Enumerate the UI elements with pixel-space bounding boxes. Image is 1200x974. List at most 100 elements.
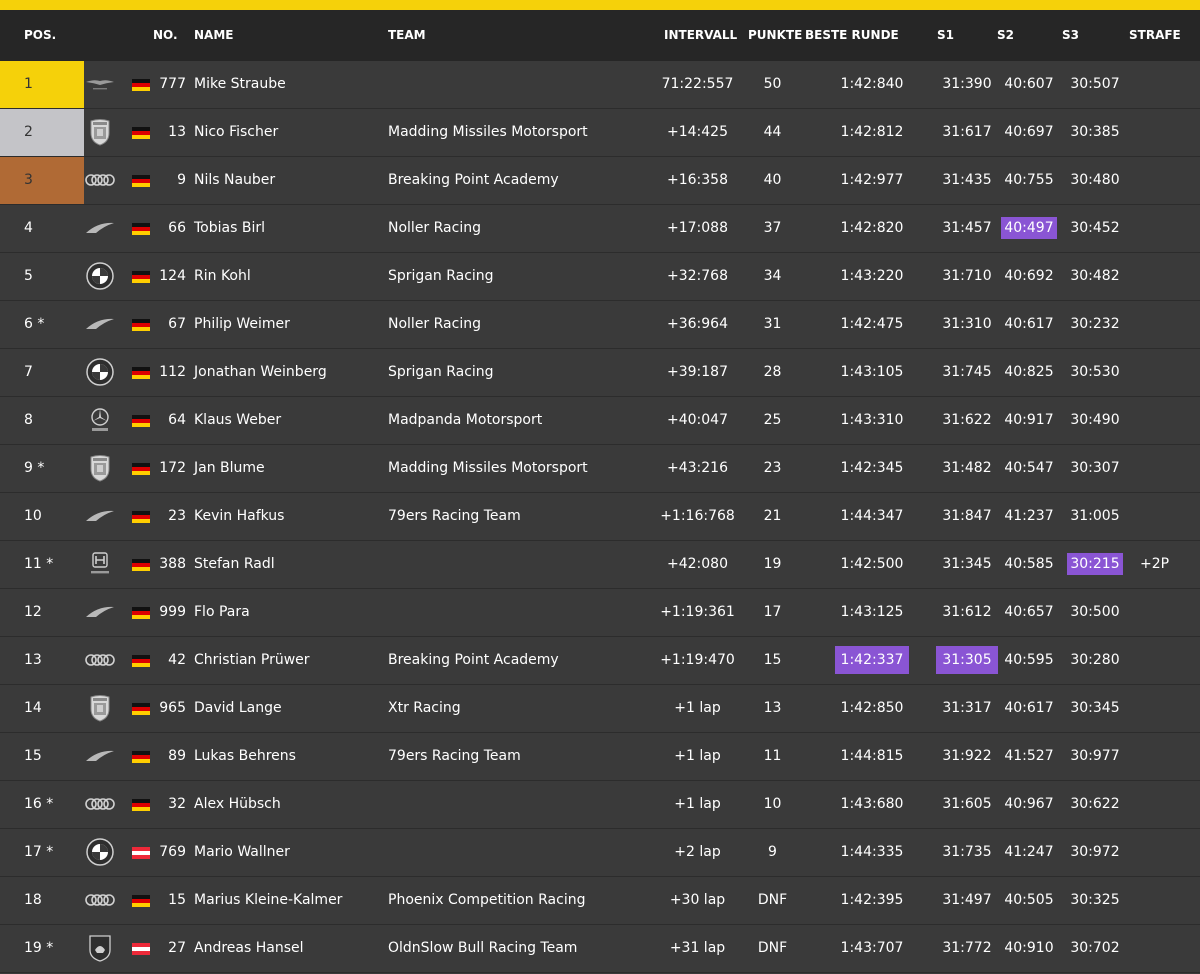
sector2-value: 40:910 [1004, 940, 1054, 956]
table-row[interactable]: 9 * 172 Jan Blume Madding Missiles Motorspo… [0, 445, 1200, 493]
car-number: 27 [168, 940, 186, 956]
header-interval[interactable]: INTERVALL [664, 28, 738, 42]
table-row[interactable]: 14 965 David Lange Xtr Racing +1 lap 13 1:42:8… [0, 685, 1200, 733]
table-row[interactable]: 8 64 Klaus Weber Madpanda Motorsport +40:047… [0, 397, 1200, 445]
best-lap-value: 1:42:337 [832, 637, 912, 684]
header-team[interactable]: TEAM [388, 28, 426, 42]
flag-de-icon [132, 559, 150, 571]
interval-value: +2 lap [674, 844, 721, 860]
sector3-value: 30:490 [1070, 412, 1120, 428]
sector2-value: 40:617 [1004, 316, 1054, 332]
table-row[interactable]: 13 42 Christian Prüwer Breaking Point Acade… [0, 637, 1200, 685]
best-lap-value: 1:43:310 [840, 412, 904, 428]
lamborghini-logo-icon [84, 925, 116, 972]
table-row[interactable]: 4 66 Tobias Birl Noller Racing +17:088 37 1:42… [0, 205, 1200, 253]
interval-value: 71:22:557 [661, 76, 734, 92]
table-row[interactable]: 11 * 388 Stefan Radl +42:080 19 1:42:500 31:34… [0, 541, 1200, 589]
table-row[interactable]: 2 13 Nico Fischer Madding Missiles Motorspo… [0, 109, 1200, 157]
sector2-value: 40:505 [1004, 892, 1054, 908]
car-number: 388 [159, 556, 186, 572]
interval-value: +1 lap [674, 748, 721, 764]
sector3-value: 30:977 [1070, 748, 1120, 764]
table-row[interactable]: 7 112 Jonathan Weinberg Sprigan Racing +39:1… [0, 349, 1200, 397]
honda-logo-icon [84, 541, 116, 588]
driver-name: Jonathan Weinberg [194, 364, 327, 380]
car-number: 64 [168, 412, 186, 428]
position-cell: 10 [24, 508, 42, 524]
table-row[interactable]: 18 15 Marius Kleine-Kalmer Phoenix Competit… [0, 877, 1200, 925]
sector2-value: 40:617 [1004, 700, 1054, 716]
sector1-value: 31:435 [942, 172, 992, 188]
driver-name: Rin Kohl [194, 268, 251, 284]
table-row[interactable]: 5 124 Rin Kohl Sprigan Racing +32:768 34 1:43:… [0, 253, 1200, 301]
flag-de-icon [132, 607, 150, 619]
interval-value: +1:16:768 [660, 508, 735, 524]
header-pos[interactable]: POS. [24, 28, 57, 42]
sector1-value: 31:922 [942, 748, 992, 764]
sector1-value: 31:305 [935, 637, 999, 684]
position-cell: 7 [24, 364, 33, 380]
header-penalty[interactable]: STRAFE [1129, 28, 1181, 42]
position-cell: 18 [24, 892, 42, 908]
table-row[interactable]: 16 * 32 Alex Hübsch +1 lap 10 1:43:680 31:605 4… [0, 781, 1200, 829]
team-name: Breaking Point Academy [388, 172, 559, 188]
sector1-value: 31:605 [942, 796, 992, 812]
table-row[interactable]: 1 777 Mike Straube 71:22:557 50 1:42:840 31:39… [0, 61, 1200, 109]
best-lap-value: 1:43:125 [840, 604, 904, 620]
driver-name: Stefan Radl [194, 556, 275, 572]
car-number: 777 [159, 76, 186, 92]
header-name[interactable]: NAME [194, 28, 234, 42]
best-lap-value: 1:42:345 [840, 460, 904, 476]
sector1-value: 31:772 [942, 940, 992, 956]
car-number: 999 [159, 604, 186, 620]
best-lap-value: 1:42:475 [840, 316, 904, 332]
table-row[interactable]: 19 * 27 Andreas Hansel OldnSlow Bull Racing… [0, 925, 1200, 973]
best-lap-value: 1:44:335 [840, 844, 904, 860]
flag-de-icon [132, 655, 150, 667]
sector3-value: 30:232 [1070, 316, 1120, 332]
flag-de-icon [132, 271, 150, 283]
team-name: 79ers Racing Team [388, 508, 521, 524]
position-cell: 6 * [24, 316, 45, 332]
points-value: 31 [763, 316, 782, 332]
sector1-value: 31:847 [942, 508, 992, 524]
sector3-value: 30:307 [1070, 460, 1120, 476]
position-cell: 9 * [24, 460, 45, 476]
interval-value: +42:080 [667, 556, 728, 572]
interval-value: +30 lap [669, 892, 726, 908]
aston-martin-logo-icon [84, 61, 116, 108]
header-points[interactable]: PUNKTE [748, 28, 803, 42]
header-s2[interactable]: S2 [997, 28, 1014, 42]
table-row[interactable]: 10 23 Kevin Hafkus 79ers Racing Team +1:16:7… [0, 493, 1200, 541]
sector2-value: 40:657 [1004, 604, 1054, 620]
flag-de-icon [132, 223, 150, 235]
table-row[interactable]: 3 9 Nils Nauber Breaking Point Academy +16:3… [0, 157, 1200, 205]
position-cell: 17 * [24, 844, 54, 860]
best-lap-value: 1:43:707 [840, 940, 904, 956]
points-value: 17 [763, 604, 782, 620]
sector2-value: 40:585 [1004, 556, 1054, 572]
mclaren-logo-icon [84, 301, 116, 348]
flag-de-icon [132, 511, 150, 523]
audi-logo-icon [84, 781, 116, 828]
driver-name: David Lange [194, 700, 282, 716]
table-row[interactable]: 6 * 67 Philip Weimer Noller Racing +36:964 31… [0, 301, 1200, 349]
table-row[interactable]: 12 999 Flo Para +1:19:361 17 1:43:125 31:612 40… [0, 589, 1200, 637]
sector2-value: 40:607 [1004, 76, 1054, 92]
header-no[interactable]: NO. [153, 28, 178, 42]
table-row[interactable]: 17 * 769 Mario Wallner +2 lap 9 1:44:335 31:73… [0, 829, 1200, 877]
table-row[interactable]: 15 89 Lukas Behrens 79ers Racing Team +1 lap… [0, 733, 1200, 781]
sector1-value: 31:317 [942, 700, 992, 716]
car-number: 42 [168, 652, 186, 668]
points-value: 23 [763, 460, 782, 476]
flag-de-icon [132, 751, 150, 763]
header-best-lap[interactable]: BESTE RUNDE [805, 28, 899, 42]
header-s1[interactable]: S1 [937, 28, 954, 42]
sector2-value: 40:755 [1004, 172, 1054, 188]
position-cell: 14 [24, 700, 42, 716]
points-value: 50 [763, 76, 782, 92]
penalty-value: +2P [1140, 556, 1170, 572]
header-s3[interactable]: S3 [1062, 28, 1079, 42]
car-number: 66 [168, 220, 186, 236]
interval-value: +43:216 [667, 460, 728, 476]
